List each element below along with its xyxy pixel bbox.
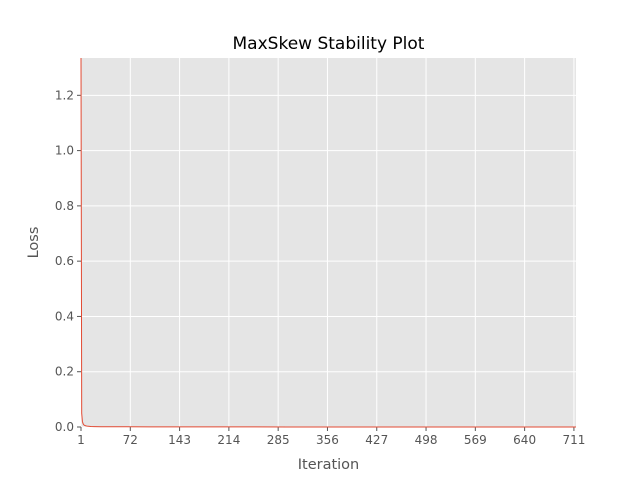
x-tick-label: 569 (464, 433, 487, 447)
y-tick-label: 1.2 (55, 88, 74, 102)
x-tick-label: 640 (513, 433, 536, 447)
loss-series-line (80, 57, 576, 428)
y-axis-label: Loss (26, 227, 42, 259)
x-tick-label: 72 (123, 433, 138, 447)
x-tick-label: 1 (77, 433, 85, 447)
x-tick-label: 285 (267, 433, 290, 447)
x-tick-label: 427 (365, 433, 388, 447)
y-tick-label: 0.0 (55, 420, 74, 434)
y-tick-label: 0.6 (55, 254, 74, 268)
plot-area (81, 58, 576, 427)
x-tick-label: 356 (316, 433, 339, 447)
x-axis-label: Iteration (298, 457, 360, 473)
series-layer (80, 57, 576, 428)
x-tick-label: 498 (415, 433, 438, 447)
x-tick-label: 143 (168, 433, 191, 447)
y-tick-label: 1.0 (55, 144, 74, 158)
y-tick-label: 0.2 (55, 365, 74, 379)
grid (80, 58, 576, 428)
axis-ticks: 1 72 143 214 285 356 427 498 569 640 711 0.0 0.2 0.4 0… (55, 88, 585, 447)
x-tick-label: 711 (562, 433, 585, 447)
chart-title: MaxSkew Stability Plot (233, 34, 425, 54)
y-tick-label: 0.4 (55, 309, 74, 323)
y-tick-label: 0.8 (55, 199, 74, 213)
x-tick-label: 214 (217, 433, 240, 447)
